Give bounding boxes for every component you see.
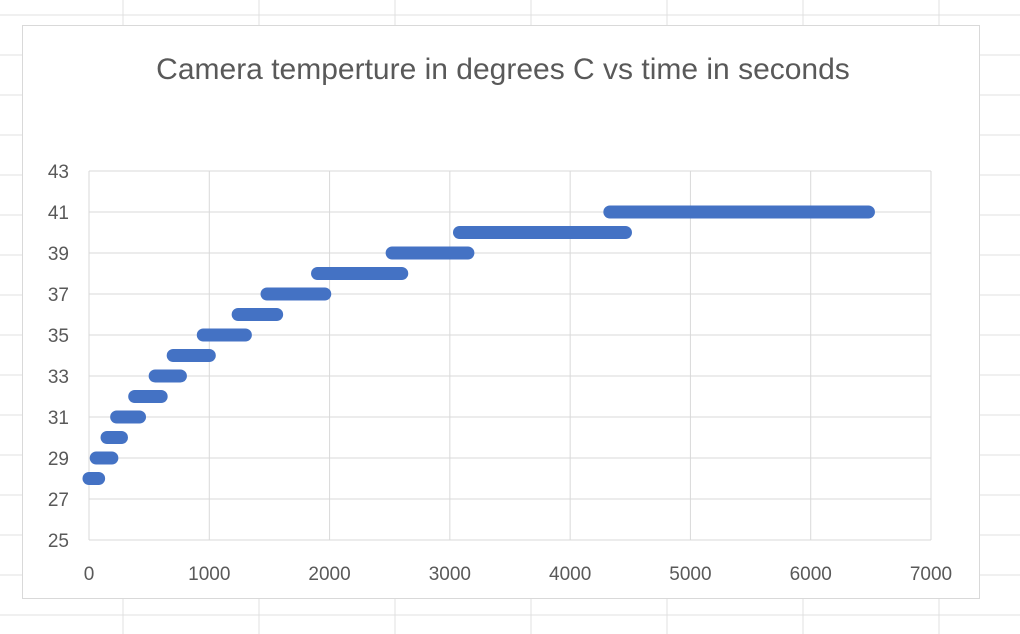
x-tick-label: 3000 — [429, 564, 471, 585]
x-tick-label: 2000 — [308, 564, 350, 585]
y-tick-label: 29 — [48, 449, 69, 470]
y-tick-label: 37 — [48, 285, 69, 306]
y-tick-label: 43 — [48, 162, 69, 183]
y-tick-label: 33 — [48, 367, 69, 388]
chart-title: Camera temperture in degrees C vs time i… — [156, 53, 850, 86]
x-tick-label: 1000 — [188, 564, 230, 585]
y-tick-label: 25 — [48, 531, 69, 552]
x-tick-label: 0 — [84, 564, 95, 585]
y-tick-label: 41 — [48, 203, 69, 224]
x-tick-label: 4000 — [549, 564, 591, 585]
x-tick-label: 7000 — [910, 564, 952, 585]
x-tick-label: 5000 — [669, 564, 711, 585]
y-tick-label: 31 — [48, 408, 69, 429]
y-tick-label: 35 — [48, 326, 69, 347]
y-tick-label: 39 — [48, 244, 69, 265]
y-tick-label: 27 — [48, 490, 69, 511]
plot-area: 25 27 29 31 33 35 37 39 41 43 0 1000 2000 3000 4000 500… — [48, 162, 952, 585]
x-tick-label: 6000 — [790, 564, 832, 585]
chart-area[interactable]: Camera temperture in degrees C vs time i… — [22, 25, 980, 599]
